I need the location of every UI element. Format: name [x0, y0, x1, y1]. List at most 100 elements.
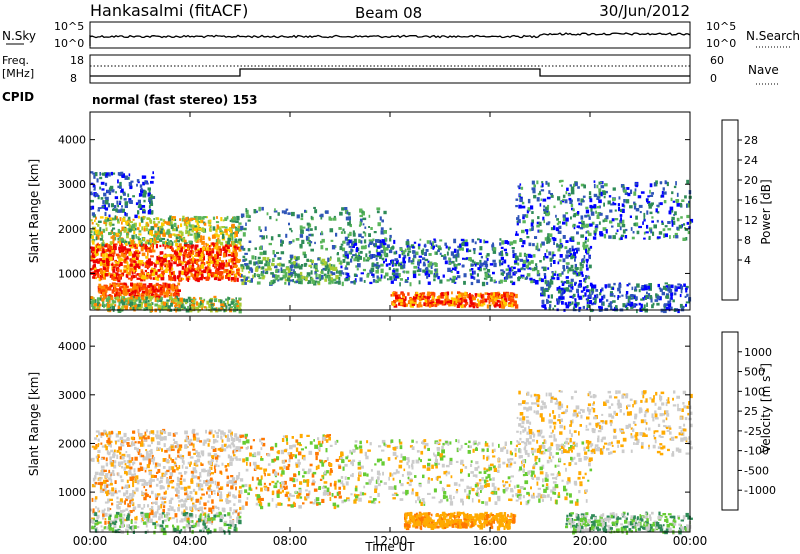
data-cell — [90, 230, 93, 233]
data-cell — [368, 250, 371, 254]
data-cell — [216, 224, 219, 229]
data-cell — [551, 254, 554, 259]
data-cell — [586, 307, 588, 311]
data-cell — [684, 295, 687, 298]
data-cell — [187, 277, 190, 282]
data-cell — [162, 232, 166, 237]
data-cell — [327, 268, 330, 273]
data-cell — [230, 268, 232, 273]
data-cell — [544, 253, 547, 258]
data-cell — [419, 304, 423, 308]
data-cell — [452, 275, 457, 280]
data-cell — [331, 279, 334, 284]
data-cell — [588, 289, 591, 292]
data-cell — [145, 429, 148, 433]
data-cell — [168, 466, 172, 471]
data-cell — [114, 272, 119, 276]
data-cell — [616, 229, 619, 232]
data-cell — [655, 180, 658, 185]
data-cell — [565, 240, 569, 243]
data-cell — [220, 303, 223, 307]
data-cell — [458, 247, 462, 251]
data-cell — [667, 285, 671, 290]
data-cell — [551, 251, 555, 256]
data-cell — [319, 214, 322, 217]
data-cell — [199, 475, 202, 478]
data-cell — [118, 203, 121, 205]
data-cell — [395, 275, 399, 278]
data-cell — [447, 246, 450, 251]
data-cell — [94, 193, 99, 196]
data-cell — [662, 187, 665, 191]
data-cell — [112, 217, 114, 221]
data-cell — [132, 508, 135, 512]
data-cell — [206, 269, 209, 272]
data-cell — [93, 303, 98, 307]
data-cell — [236, 300, 240, 304]
data-cell — [455, 253, 459, 257]
data-cell — [224, 302, 227, 306]
data-cell — [573, 226, 576, 230]
data-cell — [225, 232, 228, 236]
data-cell — [240, 266, 244, 269]
data-cell — [348, 250, 351, 254]
data-cell — [359, 221, 363, 226]
data-cell — [201, 246, 206, 251]
data-cell — [263, 250, 267, 255]
data-cell — [458, 293, 461, 297]
data-cell — [135, 263, 139, 268]
data-cell — [281, 240, 284, 244]
data-cell — [117, 204, 119, 208]
data-cell — [347, 221, 351, 226]
data-cell — [663, 191, 667, 195]
data-cell — [125, 290, 129, 295]
data-cell — [109, 224, 112, 227]
data-cell — [236, 509, 238, 512]
data-cell — [120, 461, 124, 465]
data-cell — [128, 182, 133, 187]
data-cell — [500, 269, 504, 272]
data-cell — [100, 277, 103, 281]
data-cell — [185, 271, 190, 274]
data-cell — [257, 259, 260, 264]
data-cell — [220, 435, 223, 440]
data-cell — [342, 259, 346, 263]
data-cell — [492, 250, 497, 254]
data-cell — [672, 200, 676, 203]
data-cell — [216, 271, 220, 276]
data-cell — [204, 266, 208, 271]
data-cell — [182, 257, 185, 262]
data-cell — [507, 272, 512, 276]
data-cell — [317, 280, 320, 284]
data-cell — [113, 243, 116, 248]
data-cell — [206, 438, 210, 442]
data-cell — [105, 207, 108, 211]
data-cell — [97, 287, 102, 291]
data-cell — [137, 236, 140, 239]
data-cell — [101, 490, 104, 493]
data-cell — [344, 251, 348, 255]
data-cell — [170, 221, 173, 224]
data-cell — [362, 245, 366, 250]
data-cell — [132, 274, 136, 279]
data-cell — [649, 183, 653, 188]
data-cell — [111, 283, 116, 287]
data-cell — [93, 188, 96, 191]
data-cell — [229, 265, 233, 269]
data-cell — [94, 186, 96, 189]
data-cell — [553, 225, 556, 230]
data-cell — [219, 262, 223, 267]
data-cell — [545, 255, 549, 259]
data-cell — [122, 291, 126, 296]
data-cell — [125, 241, 128, 246]
data-cell — [370, 267, 375, 272]
data-cell — [321, 258, 326, 263]
data-cell — [113, 218, 116, 221]
data-cell — [220, 307, 223, 310]
data-cell — [150, 200, 153, 205]
data-cell — [254, 267, 259, 272]
data-cell — [107, 300, 110, 304]
data-cell — [121, 290, 123, 294]
data-cell — [515, 231, 518, 234]
data-cell — [157, 493, 161, 496]
